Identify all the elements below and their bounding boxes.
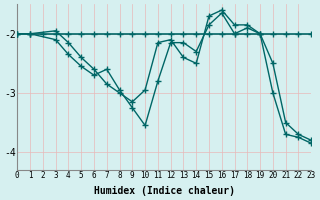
X-axis label: Humidex (Indice chaleur): Humidex (Indice chaleur)	[94, 186, 235, 196]
